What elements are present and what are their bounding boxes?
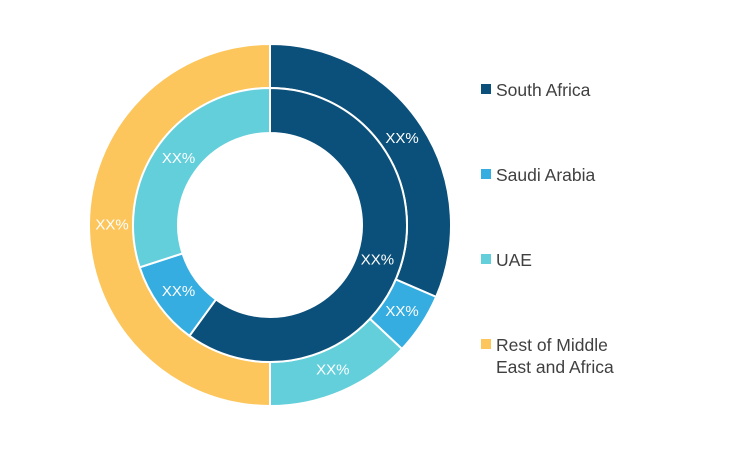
slice-labels: XX% XX% XX% XX% XX% XX% XX% <box>95 130 418 379</box>
legend-item-uae: UAE <box>481 249 646 271</box>
legend-swatch-saudi-arabia <box>481 169 491 179</box>
legend: South Africa Saudi Arabia UAE Rest of Mi… <box>481 0 741 450</box>
legend-swatch-south-africa <box>481 84 491 94</box>
inner-label-uae: XX% <box>162 150 195 167</box>
inner-slice-south-africa <box>188 86 408 363</box>
legend-item-saudi-arabia: Saudi Arabia <box>481 164 646 186</box>
donut-chart: XX% XX% XX% XX% XX% XX% XX% <box>88 42 452 408</box>
legend-label-saudi-arabia: Saudi Arabia <box>496 165 596 185</box>
legend-label-south-africa: South Africa <box>496 80 591 100</box>
legend-swatch-uae <box>481 254 491 264</box>
outer-label-south-africa: XX% <box>385 130 418 147</box>
legend-swatch-rest-of-mea <box>481 339 491 349</box>
inner-label-south-africa: XX% <box>361 251 394 268</box>
outer-label-uae: XX% <box>316 362 349 379</box>
inner-ring <box>132 86 408 363</box>
legend-label-uae: UAE <box>496 250 532 270</box>
legend-item-rest-of-mea: Rest of Middle East and Africa <box>481 334 646 378</box>
outer-label-saudi-arabia: XX% <box>385 303 418 320</box>
inner-label-saudi-arabia: XX% <box>162 283 195 300</box>
legend-label-rest-of-mea: Rest of Middle East and Africa <box>496 335 614 377</box>
inner-slice-uae <box>132 86 271 269</box>
outer-label-rest-of-middle-east-and-africa: XX% <box>95 217 128 234</box>
legend-item-south-africa: South Africa <box>481 79 646 101</box>
